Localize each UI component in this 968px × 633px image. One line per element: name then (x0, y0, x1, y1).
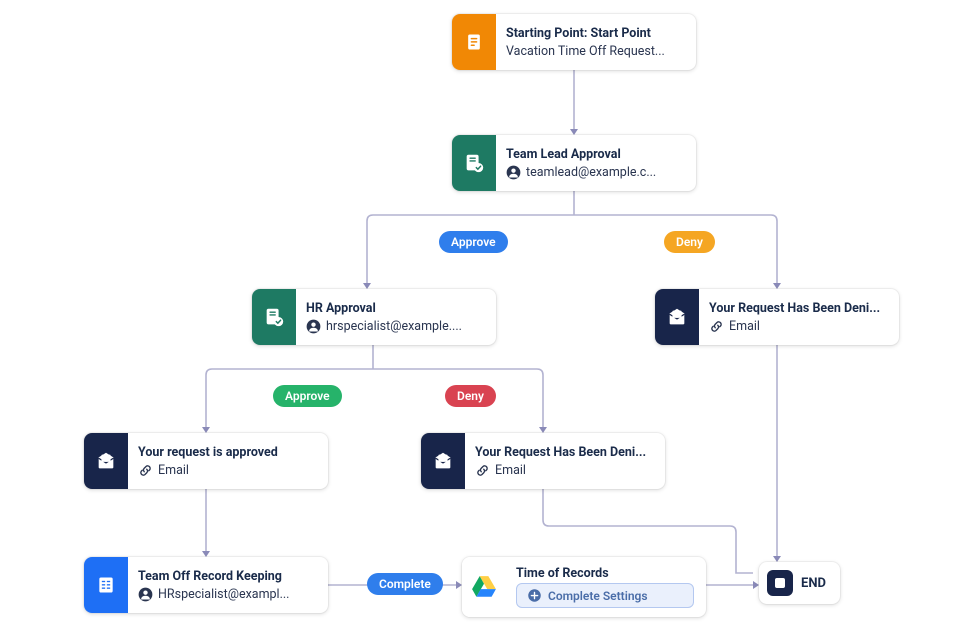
link-icon (709, 319, 724, 334)
approval-icon (252, 289, 296, 345)
node-subtitle: Email (709, 319, 887, 334)
pill-approve2: Approve (273, 385, 342, 407)
person-icon (506, 165, 521, 180)
stop-icon (767, 570, 793, 596)
node-deny1[interactable]: Your Request Has Been Deni... Email (655, 289, 899, 345)
node-subtitle: teamlead@example.c... (506, 165, 684, 180)
person-icon (138, 587, 153, 602)
doc-icon (452, 14, 496, 70)
link-icon (138, 463, 153, 478)
node-title: Team Off Record Keeping (138, 569, 316, 584)
node-end[interactable]: END (759, 562, 840, 604)
pill-deny2: Deny (445, 385, 496, 407)
node-title: Time of Records (516, 566, 694, 578)
pill-complete: Complete (367, 573, 443, 595)
node-title: Your request is approved (138, 445, 316, 460)
mail-icon (421, 433, 465, 489)
node-title: Your Request Has Been Deni... (475, 445, 653, 460)
complete-settings-button[interactable]: Complete Settings (516, 583, 694, 608)
node-subtitle: HRspecialist@exampl... (138, 587, 316, 602)
node-title: Your Request Has Been Deni... (709, 301, 887, 316)
node-recordkeep[interactable]: Team Off Record Keeping HRspecialist@exam… (84, 557, 328, 613)
end-label: END (801, 576, 826, 591)
sheet-icon (84, 557, 128, 613)
node-start[interactable]: Starting Point: Start Point Vacation Time… (452, 14, 696, 70)
node-title: HR Approval (306, 301, 484, 316)
node-deny2[interactable]: Your Request Has Been Deni... Email (421, 433, 665, 489)
node-title: Team Lead Approval (506, 147, 684, 162)
node-hr[interactable]: HR Approval hrspecialist@example.... (252, 289, 496, 345)
node-subtitle: Vacation Time Off Request... (506, 44, 684, 59)
node-subtitle: hrspecialist@example.... (306, 319, 484, 334)
approval-icon (452, 135, 496, 191)
node-teamlead[interactable]: Team Lead Approval teamlead@example.c... (452, 135, 696, 191)
node-approved[interactable]: Your request is approved Email (84, 433, 328, 489)
node-title: Starting Point: Start Point (506, 26, 684, 41)
node-timerecords[interactable]: Time of Records Complete Settings (462, 557, 706, 617)
mail-icon (84, 433, 128, 489)
node-subtitle: Email (475, 463, 653, 478)
link-icon (475, 463, 490, 478)
pill-approve1: Approve (439, 231, 508, 253)
mail-icon (655, 289, 699, 345)
node-subtitle: Email (138, 463, 316, 478)
pill-deny1: Deny (664, 231, 715, 253)
person-icon (306, 319, 321, 334)
gdrive-icon (462, 557, 506, 617)
